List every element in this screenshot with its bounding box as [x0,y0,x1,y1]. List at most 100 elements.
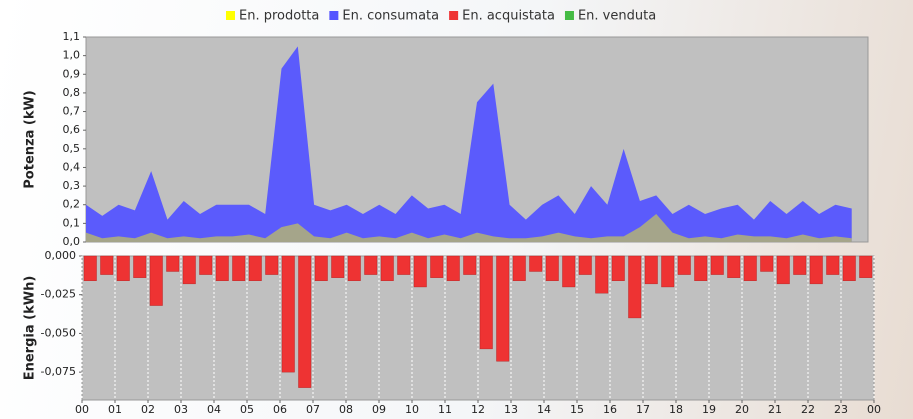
y-tick-label: 0,7 [63,105,81,118]
bar [479,255,493,350]
y-tick-label: 0,3 [63,179,81,192]
legend-label: En. prodotta [239,9,319,24]
x-tick-label: 15 [570,403,584,416]
bar [314,255,328,281]
x-tick-label: 09 [372,403,386,416]
y-tick-label: 1,0 [63,49,81,62]
bar [232,255,246,281]
bar [446,255,460,281]
bar [182,255,196,285]
bar [760,255,774,272]
x-tick-label: 07 [306,403,320,416]
bar [463,255,477,275]
y-axis-title: Potenza (kW) [23,90,38,188]
bar [727,255,741,278]
x-tick-label: 00 [867,403,881,416]
y-axis-title: Energia (kWh) [23,276,38,381]
bar [743,255,757,281]
y-tick-label: 0,2 [63,198,81,211]
legend-label: En. acquistata [462,9,555,24]
bar [842,255,856,281]
x-tick-label: 10 [405,403,419,416]
legend-swatch [329,11,339,20]
legend-swatch [226,11,235,20]
bar [793,255,807,275]
bar [83,255,97,281]
x-tick-label: 21 [768,403,782,416]
x-tick-label: 13 [504,403,518,416]
y-tick-label: -0,050 [41,326,76,339]
x-tick-label: 20 [735,403,749,416]
y-tick-label: 0,0 [63,235,81,248]
bar [611,255,625,281]
x-tick-label: 18 [669,403,683,416]
x-tick-label: 17 [636,403,650,416]
bar [694,255,708,281]
bar [859,255,873,278]
y-tick-label: -0,075 [41,365,76,378]
bar [562,255,576,288]
bar [149,255,163,306]
bar [677,255,691,275]
bar [809,255,823,285]
bar [496,255,510,362]
x-tick-label: 19 [702,403,716,416]
x-tick-label: 16 [603,403,617,416]
bar [166,255,180,272]
bar [776,255,790,285]
x-tick-label: 04 [207,403,221,416]
area [86,46,852,243]
bar [628,255,642,319]
bar [281,255,295,373]
y-tick-label: 0,4 [63,160,81,173]
bar [529,255,543,272]
y-tick-label: 0,1 [63,216,81,229]
legend-label: En. consumata [342,9,439,24]
x-tick-label: 12 [471,403,485,416]
legend-swatch [564,11,574,20]
bar [331,255,345,278]
bar [133,255,147,278]
bar [397,255,411,275]
x-tick-label: 22 [801,403,815,416]
bar [215,255,229,281]
x-tick-label: 01 [108,403,122,416]
y-tick-label: -0,025 [41,288,76,301]
bar [380,255,394,281]
legend-swatch [449,11,459,20]
bar [199,255,213,275]
bar [413,255,427,288]
bar [364,255,378,275]
x-tick-label: 11 [438,403,452,416]
bar [710,255,724,275]
bar [595,255,609,294]
bar [512,255,526,281]
bar [100,255,114,275]
bar [578,255,592,275]
legend-label: En. venduta [578,9,656,24]
bar [347,255,361,281]
y-tick-label: 0,5 [63,142,81,155]
x-tick-label: 23 [834,403,848,416]
bar [545,255,559,281]
x-tick-label: 08 [339,403,353,416]
area [86,214,852,242]
bar [116,255,130,281]
bar [430,255,444,278]
bar [248,255,262,281]
x-tick-label: 02 [141,403,155,416]
y-tick-label: 1,1 [63,30,81,43]
y-tick-label: 0,9 [63,67,81,80]
bar [644,255,658,285]
bar [265,255,279,275]
y-tick-label: 0,6 [63,123,81,136]
bar [826,255,840,275]
x-tick-label: 06 [273,403,287,416]
bar [661,255,675,288]
x-tick-label: 00 [75,403,89,416]
x-tick-label: 14 [537,403,551,416]
x-tick-label: 05 [240,403,254,416]
y-tick-label: 0,000 [45,249,77,262]
y-tick-label: 0,8 [63,86,81,99]
